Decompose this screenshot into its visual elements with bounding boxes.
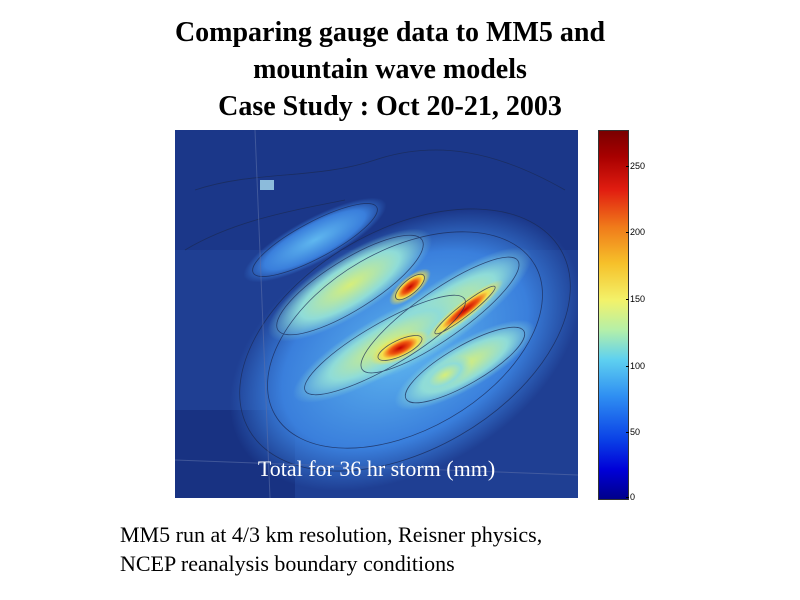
slide-title: Comparing gauge data to MM5 and mountain…	[0, 14, 780, 125]
colorbar-tick-250: 250	[625, 161, 646, 171]
precipitation-map: Total for 36 hr storm (mm)	[175, 130, 578, 498]
title-line-1: Comparing gauge data to MM5 and	[174, 17, 606, 48]
title-line-3: Case Study : Oct 20-21, 2003	[218, 91, 562, 122]
colorbar-tick-150: 150	[625, 294, 646, 304]
colorbar-tick-0: 0	[625, 492, 636, 502]
colorbar-tick-100: 100	[625, 361, 646, 371]
footnote: MM5 run at 4/3 km resolution, Reisner ph…	[120, 520, 542, 578]
colorbar-tick-50: 50	[625, 427, 641, 437]
map-caption: Total for 36 hr storm (mm)	[257, 456, 496, 481]
title-line-2: mountain wave models	[253, 54, 527, 85]
colorbar-tick-200: 200	[625, 227, 646, 237]
colorbar	[598, 130, 629, 500]
footnote-line-2: NCEP reanalysis boundary conditions	[120, 551, 455, 576]
footnote-line-1: MM5 run at 4/3 km resolution, Reisner ph…	[120, 522, 543, 547]
precipitation-map-image	[175, 130, 578, 498]
